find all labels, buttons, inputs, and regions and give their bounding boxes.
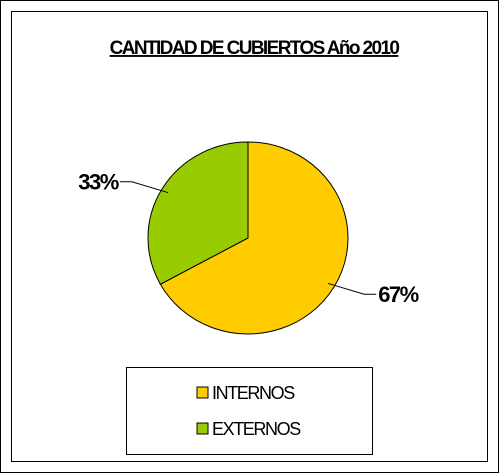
legend-swatch [196,422,209,435]
data-label: 33% [78,170,118,195]
legend-swatch [196,386,209,399]
pie-slice [147,141,249,285]
data-label: 67% [378,282,418,307]
legend-label: INTERNOS [212,383,295,403]
legend-box [126,367,373,455]
pie-slice [159,141,349,335]
chart-title: CANTIDAD DE CUBIERTOS Año 2010 [110,38,400,59]
legend-label: EXTERNOS [212,419,301,439]
leader-line [119,181,169,194]
leader-line [327,282,377,295]
